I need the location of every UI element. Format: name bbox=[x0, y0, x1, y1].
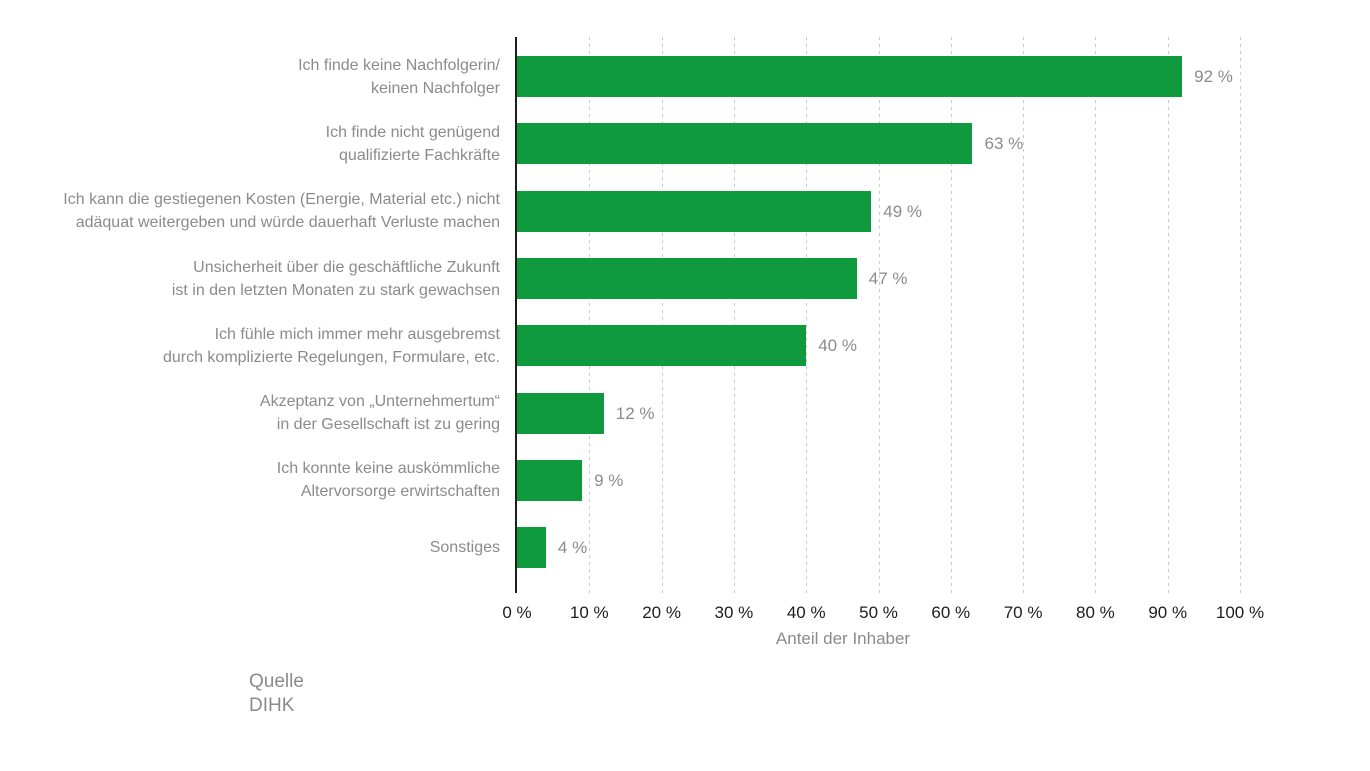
x-tick-label: 80 % bbox=[1076, 603, 1115, 622]
x-tick-label: 50 % bbox=[859, 603, 898, 622]
bar bbox=[517, 527, 546, 569]
category-label: Ich kann die gestiegenen Kosten (Energie… bbox=[63, 191, 500, 232]
category-label: Ich fühle mich immer mehr ausgebremst du… bbox=[162, 325, 500, 366]
bar bbox=[517, 123, 973, 165]
bar-value-label: 4 % bbox=[557, 538, 588, 558]
x-axis-tick-labels: 0 % 10 % 20 % 30 % 40 % 50 % 60 % 70 % 80 % 90 % 1… bbox=[502, 603, 1264, 625]
bar bbox=[517, 392, 604, 434]
x-tick-label: 90 % bbox=[1148, 603, 1188, 622]
plot-area: 92 % 63 % 49 % 47 % 40 % 12 % 9 % 4 % bbox=[515, 37, 1241, 593]
x-axis-title: Anteil der Inhaber bbox=[775, 629, 911, 648]
bar-value-label: 12 % bbox=[615, 403, 655, 423]
bar bbox=[517, 325, 807, 367]
x-tick-label: 10 % bbox=[569, 603, 609, 622]
category-label: Sonstiges bbox=[429, 539, 500, 557]
bar bbox=[517, 56, 1183, 98]
x-tick-label: 70 % bbox=[1003, 603, 1043, 622]
gridline bbox=[1167, 37, 1169, 593]
x-tick-label: 20 % bbox=[642, 603, 681, 622]
bar bbox=[517, 190, 872, 232]
source-name: DIHK bbox=[249, 695, 295, 716]
gridline bbox=[1095, 37, 1097, 593]
gridline bbox=[806, 37, 808, 593]
bar-value-label: 40 % bbox=[818, 336, 857, 356]
bar-value-label: 63 % bbox=[984, 134, 1024, 154]
category-label: Ich konnte keine auskömmliche Altervorso… bbox=[276, 460, 500, 501]
x-tick-label: 0 % bbox=[502, 603, 532, 622]
source-block: Quelle DIHK bbox=[249, 670, 304, 718]
gridline bbox=[589, 37, 591, 593]
category-label: Ich finde keine Nachfolgerin/ keinen Nac… bbox=[298, 56, 500, 97]
gridline bbox=[1023, 37, 1025, 593]
x-tick-label: 60 % bbox=[931, 603, 971, 622]
gridline bbox=[1240, 37, 1241, 593]
bar-value-label: 92 % bbox=[1194, 67, 1233, 87]
gridline bbox=[733, 37, 735, 593]
category-label: Ich finde nicht genügend qualifizierte F… bbox=[325, 123, 500, 164]
category-labels-column: Ich finde keine Nachfolgerin/ keinen Nac… bbox=[0, 43, 500, 582]
bar-value-label: 9 % bbox=[594, 470, 624, 490]
bar-value-label: 47 % bbox=[868, 269, 908, 289]
x-tick-label: 100 % bbox=[1215, 603, 1265, 622]
x-tick-label: 30 % bbox=[714, 603, 754, 622]
bar bbox=[517, 258, 857, 300]
source-label: Quelle bbox=[249, 671, 304, 692]
gridline bbox=[950, 37, 952, 593]
bar bbox=[517, 459, 583, 501]
category-label: Unsicherheit über die geschäftliche Zuku… bbox=[171, 258, 500, 299]
bar-value-label: 49 % bbox=[883, 201, 923, 221]
category-label: Akzeptanz von „Unternehmertum“ in der Ge… bbox=[259, 393, 500, 434]
gridline bbox=[661, 37, 663, 593]
gridline bbox=[878, 37, 880, 593]
y-axis-line bbox=[515, 37, 517, 593]
x-tick-label: 40 % bbox=[786, 603, 826, 622]
